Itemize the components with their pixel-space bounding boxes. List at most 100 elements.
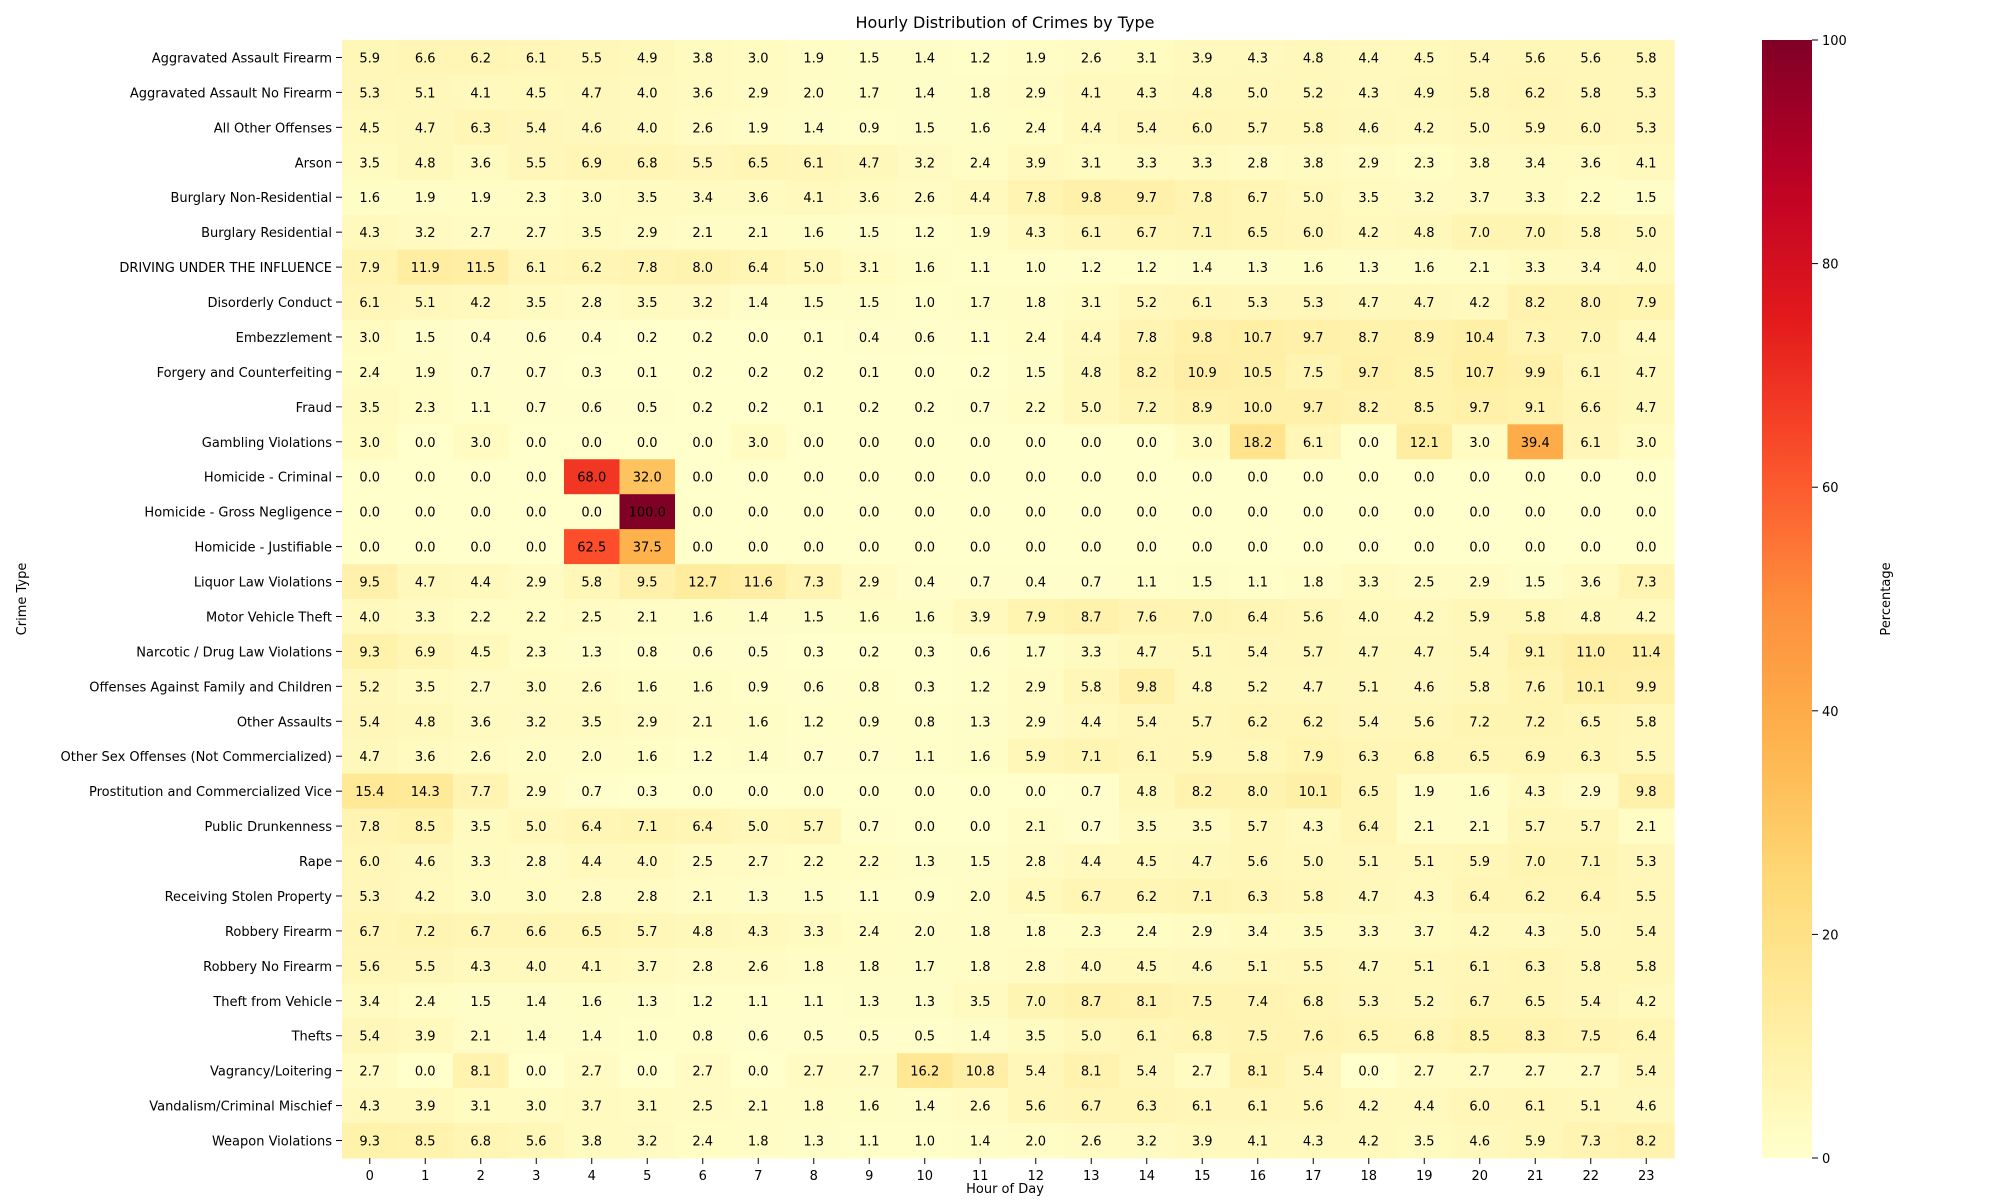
heatmap-cell <box>397 459 454 495</box>
heatmap-cell <box>619 564 676 600</box>
heatmap-cell <box>952 1018 1009 1054</box>
cell-value-label: 10.9 <box>1188 366 1217 381</box>
heatmap-cell <box>730 319 787 356</box>
cell-value-label: 2.7 <box>1192 1065 1213 1080</box>
cell-value-label: 3.7 <box>581 1100 602 1115</box>
heatmap-cell <box>564 983 621 1019</box>
cell-value-label: 5.6 <box>1303 1100 1324 1115</box>
heatmap-cell <box>1008 249 1065 286</box>
cell-value-label: 2.4 <box>692 1135 713 1150</box>
heatmap-cell <box>508 214 565 251</box>
heatmap-cell <box>675 773 732 810</box>
cell-value-label: 0.4 <box>859 331 880 346</box>
cell-value-label: 1.6 <box>692 680 713 695</box>
cell-value-label: 5.4 <box>1636 925 1657 940</box>
heatmap-cell <box>786 494 843 530</box>
cell-value-label: 2.8 <box>637 890 658 905</box>
heatmap-cell <box>675 40 732 76</box>
heatmap-cell <box>1563 773 1620 810</box>
heatmap-cell <box>786 668 843 705</box>
cell-value-label: 4.0 <box>1081 960 1102 975</box>
cell-value-label: 7.9 <box>359 261 380 276</box>
heatmap-cell <box>786 354 843 390</box>
cell-value-label: 4.2 <box>1636 610 1657 625</box>
heatmap-cell <box>786 1018 843 1054</box>
cell-value-label: 3.5 <box>970 995 991 1010</box>
heatmap-cell <box>1618 738 1675 775</box>
cell-value-label: 8.5 <box>1469 1030 1490 1045</box>
cell-value-label: 0.5 <box>803 1030 824 1045</box>
cell-value-label: 5.2 <box>359 680 380 695</box>
x-tick-label: 16 <box>1249 1169 1266 1184</box>
cell-value-label: 6.9 <box>415 645 436 660</box>
heatmap-cell <box>1174 633 1231 670</box>
heatmap-cell <box>453 179 510 216</box>
heatmap-cell <box>897 179 954 216</box>
cell-value-label: 2.7 <box>1469 1065 1490 1080</box>
x-tick-label: 15 <box>1194 1169 1211 1184</box>
cell-value-label: 5.6 <box>1580 51 1601 66</box>
y-tick-label: Thefts <box>291 1030 333 1045</box>
cell-value-label: 2.1 <box>1025 820 1046 835</box>
cell-value-label: 9.7 <box>1303 331 1324 346</box>
cell-value-label: 2.0 <box>1025 1135 1046 1150</box>
heatmap-cell <box>1341 319 1398 356</box>
heatmap-cell <box>1285 808 1342 845</box>
heatmap-cell <box>1174 74 1231 111</box>
cell-value-label: 2.7 <box>470 680 491 695</box>
cell-value-label: 2.0 <box>803 86 824 101</box>
cell-value-label: 0.2 <box>914 401 935 416</box>
cell-value-label: 6.3 <box>470 121 491 136</box>
cell-value-label: 5.0 <box>1580 925 1601 940</box>
cell-value-label: 6.2 <box>470 51 491 66</box>
cell-value-label: 1.2 <box>914 226 935 241</box>
cell-value-label: 3.6 <box>470 156 491 171</box>
cell-value-label: 5.4 <box>1136 1065 1157 1080</box>
heatmap-cell <box>786 284 843 321</box>
cell-value-label: 4.4 <box>1636 331 1657 346</box>
heatmap-cell <box>1563 389 1620 425</box>
cell-value-label: 1.2 <box>1081 261 1102 276</box>
cell-value-label: 2.4 <box>1025 121 1046 136</box>
cell-value-label: 3.5 <box>1303 925 1324 940</box>
cell-value-label: 0.7 <box>859 750 880 765</box>
cell-value-label: 0.9 <box>914 890 935 905</box>
cell-value-label: 1.6 <box>970 750 991 765</box>
cell-value-label: 0.0 <box>526 506 547 521</box>
heatmap-cell <box>841 459 898 495</box>
cell-value-label: 2.6 <box>970 1100 991 1115</box>
heatmap-cell <box>1063 878 1120 915</box>
cell-value-label: 0.5 <box>914 1030 935 1045</box>
heatmap-cell <box>1063 773 1120 810</box>
cell-value-label: 4.4 <box>1081 331 1102 346</box>
cell-value-label: 3.1 <box>470 1100 491 1115</box>
cell-value-label: 6.4 <box>1636 1030 1657 1045</box>
heatmap-cell <box>1008 983 1065 1019</box>
cell-value-label: 1.6 <box>692 610 713 625</box>
heatmap-cell <box>841 179 898 216</box>
cell-value-label: 1.8 <box>970 86 991 101</box>
cell-value-label: 5.3 <box>1636 121 1657 136</box>
cell-value-label: 4.2 <box>415 890 436 905</box>
heatmap-cell <box>1396 1088 1453 1124</box>
heatmap-cell <box>1230 633 1287 670</box>
heatmap-cell <box>1285 389 1342 425</box>
cell-value-label: 39.4 <box>1521 436 1550 451</box>
heatmap-cell <box>1452 668 1509 705</box>
heatmap-cell <box>342 599 399 635</box>
cell-value-label: 1.5 <box>1025 366 1046 381</box>
heatmap-cell <box>342 878 399 915</box>
cell-value-label: 6.1 <box>1469 960 1490 975</box>
cell-value-label: 1.3 <box>1358 261 1379 276</box>
cell-value-label: 1.4 <box>970 1135 991 1150</box>
cell-value-label: 4.7 <box>859 156 880 171</box>
heatmap-cell <box>1507 319 1564 356</box>
cell-value-label: 6.4 <box>1358 820 1379 835</box>
heatmap-cell <box>1507 703 1564 740</box>
cell-value-label: 0.0 <box>970 541 991 556</box>
heatmap-cell <box>1119 983 1176 1019</box>
heatmap-cell <box>508 1088 565 1124</box>
cell-value-label: 8.2 <box>1192 785 1213 800</box>
heatmap-cell <box>1452 843 1509 880</box>
